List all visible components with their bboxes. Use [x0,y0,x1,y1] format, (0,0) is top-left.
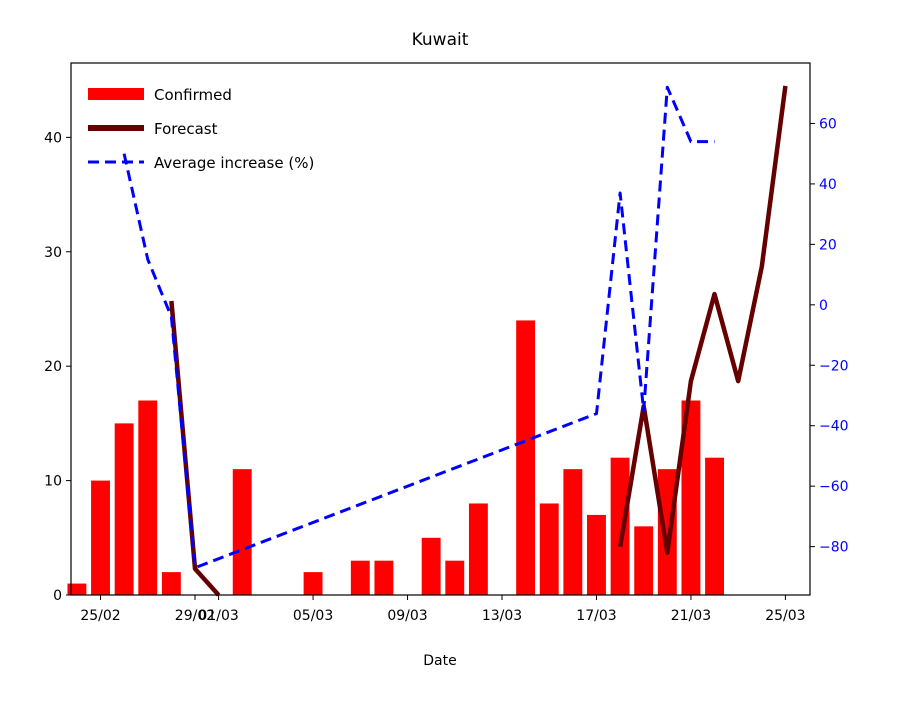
y-tick-label: 30 [44,245,62,261]
x-tick-label: 09/03 [387,608,427,624]
plot-frame [70,62,811,596]
legend-label: Confirmed [154,86,232,104]
y2-tick-label: −60 [819,479,849,495]
x-tick-label: 17/03 [576,608,616,624]
confirmed-bars [67,320,724,595]
bar-confirmed [610,457,630,595]
bar-confirmed [232,469,252,595]
y2-tick-label: 40 [819,177,837,193]
y2-tick-label: 0 [819,298,828,314]
legend-label: Average increase (%) [154,154,314,172]
bar-confirmed [374,560,394,595]
legend: Confirmed Forecast Average increase (%) [88,86,314,172]
y-tick-label: 0 [53,588,62,604]
y2-tick-label: 20 [819,237,837,253]
y-tick-label: 20 [44,359,62,375]
y2-tick-label: −80 [819,540,849,556]
line-average-increase [122,85,715,570]
bar-confirmed [91,480,110,595]
legend-swatch-confirmed [88,88,144,100]
x-tick-label: 21/03 [671,608,711,624]
y2-tick-label: −20 [819,358,849,374]
y-tick-label: 40 [44,130,62,146]
x-tick-label: 05/03 [293,608,333,624]
bar-confirmed [303,572,323,595]
y-tick-label: 10 [44,474,62,490]
bar-confirmed [705,457,724,595]
line-forecast [617,85,788,555]
axes: 0 10 20 30 40 −80 −60 −40 −20 0 20 40 60 25/02 29/0201… [44,62,849,624]
chart-title: Kuwait [412,30,469,50]
x-tick-label: 01/03 [198,608,238,624]
bar-confirmed [516,320,536,595]
x-axis-label: Date [423,653,456,669]
bar-confirmed [114,423,134,595]
bar-confirmed [634,526,654,595]
bar-confirmed [468,503,488,595]
y2-tick-label: 60 [819,116,837,132]
bar-confirmed [161,572,181,595]
legend-label: Forecast [154,120,218,138]
bar-confirmed [67,583,87,595]
bar-confirmed [421,537,441,595]
bar-confirmed [587,514,606,595]
bar-confirmed [445,560,465,595]
x-tick-label: 25/02 [80,608,120,624]
series-lines [122,85,788,597]
bar-confirmed [657,469,677,595]
x-tick-label: 25/03 [765,608,805,624]
bar-confirmed [539,503,559,595]
x-tick-label: 13/03 [482,608,522,624]
bar-confirmed [138,400,158,595]
bar-confirmed [563,469,583,595]
bar-confirmed [681,400,701,595]
y2-tick-label: −40 [819,419,849,435]
x-tick-label: 29/02 [175,608,215,624]
bar-confirmed [350,560,370,595]
